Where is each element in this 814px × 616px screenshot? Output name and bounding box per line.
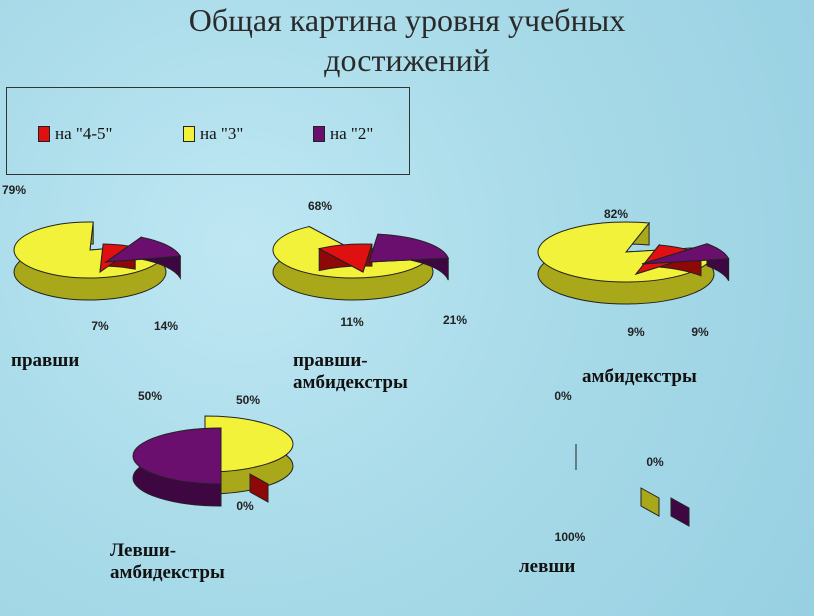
pie-2-slice-0 [317, 243, 373, 273]
pie-3-slice-2 [641, 243, 730, 265]
pie-1-label-1: 79% [2, 183, 26, 197]
pie-2-slice-0-side [318, 244, 373, 273]
pie-4-label-1: 50% [138, 389, 162, 403]
pie-2-label-0: 11% [340, 315, 364, 329]
pie-4-slice-0-empty [249, 473, 269, 503]
chart-title-3: амбидекстры [582, 366, 697, 387]
chart-title-2: правши- амбидекстры [293, 350, 408, 393]
pie-5-slice-2-empty [670, 497, 690, 527]
pie-2-slice-2 [368, 233, 449, 263]
pie-5-slice-1-empty [640, 487, 660, 517]
pie-4-label-0: 0% [236, 499, 254, 513]
title-line-2: достижений [324, 42, 490, 78]
slide-title: Общая картина уровня учебных достижений [0, 0, 814, 80]
pie-4-label-2: 50% [236, 393, 260, 407]
legend-swatch-4-5 [38, 126, 50, 142]
pie-1-label-0: 7% [91, 319, 109, 333]
legend: на "4-5" на "3" на "2" [6, 87, 410, 175]
legend-item-2: на "2" [313, 124, 373, 144]
legend-label-2: на "2" [330, 124, 374, 143]
pie-1-label-2: 14% [154, 319, 178, 333]
legend-label-3: на "3" [200, 124, 244, 143]
legend-label-4-5: на "4-5" [55, 124, 113, 143]
pie-3-label-0: 9% [627, 325, 645, 339]
chart-title-1: правши [11, 350, 80, 371]
legend-item-4-5: на "4-5" [38, 124, 112, 144]
title-line-1: Общая картина уровня учебных [188, 2, 626, 38]
pie-3-label-2: 9% [691, 325, 709, 339]
pie-5-label-0: 100% [555, 530, 586, 544]
legend-item-3: на "3" [183, 124, 243, 144]
pie-2-label-2: 21% [443, 313, 467, 327]
chart-title-4: Левши- амбидекстры [110, 540, 225, 583]
legend-swatch-2 [313, 126, 325, 142]
pie-4-slice-1 [204, 415, 294, 473]
legend-swatch-3 [183, 126, 195, 142]
pie-3-label-1: 82% [604, 207, 628, 221]
pie-5-label-2: 0% [646, 455, 664, 469]
pie-2-label-1: 68% [308, 199, 332, 213]
chart-title-5: левши [519, 556, 576, 577]
pie-4-slice-2 [132, 427, 222, 485]
pie-1-slice-2 [104, 236, 182, 263]
pie-5-label-1: 0% [554, 389, 572, 403]
